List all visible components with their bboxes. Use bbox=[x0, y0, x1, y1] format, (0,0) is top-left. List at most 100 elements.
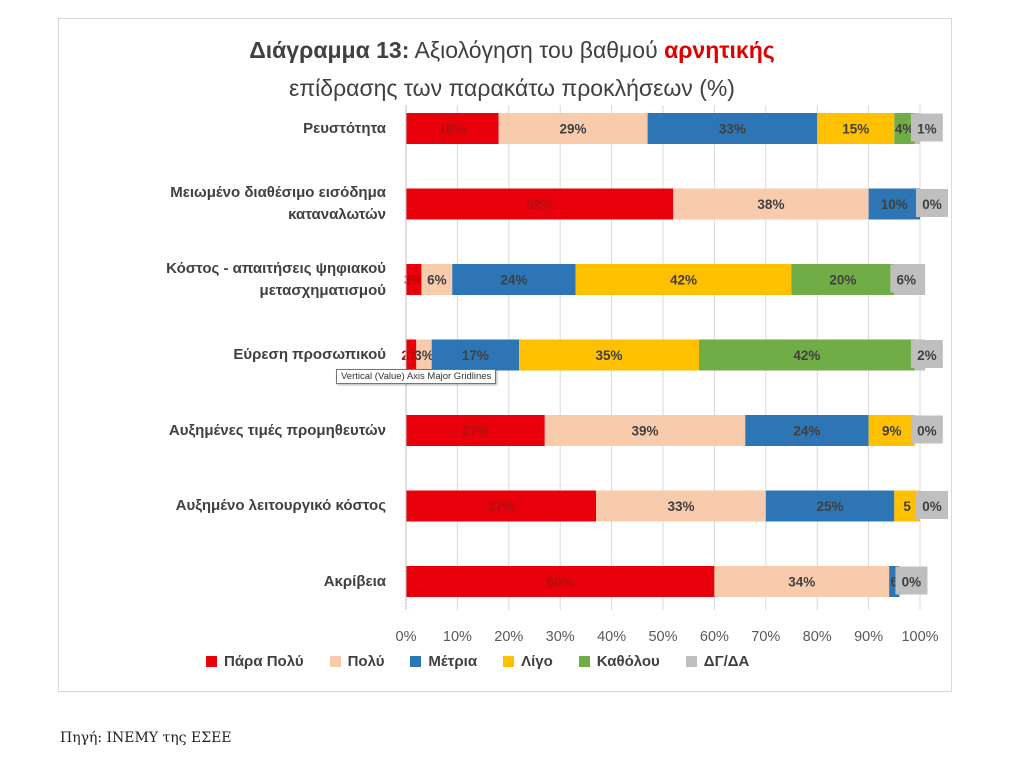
chart-title-line2: επίδρασης των παρακάτω προκλήσεων (%) bbox=[289, 75, 735, 101]
x-tick-label: 80% bbox=[803, 629, 832, 645]
label-box bbox=[916, 491, 948, 519]
data-label: 9% bbox=[882, 424, 902, 439]
data-label: 37% bbox=[488, 499, 515, 514]
data-label: 27% bbox=[462, 424, 489, 439]
x-tick-label: 30% bbox=[546, 629, 575, 645]
data-label: 17% bbox=[462, 348, 489, 363]
data-label: 0% bbox=[922, 499, 942, 514]
bar-segment bbox=[406, 113, 499, 144]
label-box bbox=[910, 415, 943, 444]
data-label: 3% bbox=[414, 348, 434, 363]
bar-segment bbox=[416, 339, 432, 371]
legend-label: Πολύ bbox=[347, 653, 385, 670]
bar-segment bbox=[406, 490, 597, 522]
data-label: 38% bbox=[757, 197, 784, 212]
bar-segment bbox=[452, 264, 576, 295]
legend-label: Λίγο bbox=[521, 653, 553, 670]
bar-segment bbox=[596, 490, 766, 522]
bar-segment bbox=[498, 113, 648, 144]
data-label: 34% bbox=[788, 575, 815, 590]
label-box bbox=[895, 566, 928, 595]
legend-item: Μέτρια bbox=[410, 653, 477, 670]
bar-segment bbox=[889, 566, 900, 597]
legend-swatch bbox=[329, 656, 341, 667]
label-box bbox=[890, 264, 923, 293]
bar-segment bbox=[406, 566, 715, 597]
bar-segment bbox=[544, 415, 746, 446]
bar-segment bbox=[698, 339, 915, 371]
legend-label: ΔΓ/ΔΑ bbox=[703, 653, 750, 670]
legend-item: Πάρα Πολύ bbox=[206, 653, 304, 670]
data-label: 2% bbox=[917, 348, 937, 363]
bar-segment bbox=[406, 415, 545, 446]
data-label: 60% bbox=[547, 575, 574, 590]
x-tick-label: 70% bbox=[751, 629, 780, 645]
category-label: Ρευστότητα bbox=[303, 119, 386, 137]
data-label: 6 bbox=[891, 575, 899, 590]
data-label: 35% bbox=[596, 348, 623, 363]
bar-segment bbox=[714, 566, 890, 597]
bar-segment bbox=[406, 339, 417, 371]
data-label: 24% bbox=[500, 273, 527, 288]
legend-swatch bbox=[578, 656, 590, 667]
bar-segment bbox=[406, 188, 674, 220]
data-label: 42% bbox=[670, 273, 697, 288]
legend-swatch bbox=[206, 656, 217, 667]
chart-legend: Πάρα Πολύ Πολύ Μέτρια Λίγο Καθόλου ΔΓ/ΔΑ bbox=[206, 653, 749, 670]
data-label: 6% bbox=[427, 273, 447, 288]
category-label: Μειωμένο διαθέσιμο εισόδημα καταναλωτών bbox=[170, 184, 386, 223]
x-tick-label: 40% bbox=[597, 629, 626, 645]
legend-item: Πολύ bbox=[329, 653, 385, 670]
data-label: 25% bbox=[817, 499, 844, 514]
category-label: Ακρίβεια bbox=[323, 572, 386, 590]
gridlines-tooltip: Vertical (Value) Axis Major Gridlines bbox=[336, 369, 497, 384]
legend-swatch bbox=[410, 656, 422, 667]
bar-segment bbox=[894, 113, 915, 144]
data-label: 33% bbox=[719, 122, 746, 137]
legend-item: ΔΓ/ΔΑ bbox=[685, 653, 750, 670]
legend-swatch bbox=[503, 656, 515, 667]
bar-segment bbox=[575, 264, 792, 295]
data-label: 42% bbox=[793, 348, 820, 363]
bar-segment bbox=[868, 188, 920, 220]
data-label: 6% bbox=[897, 273, 917, 288]
bar-segment bbox=[673, 188, 869, 220]
category-label: Αυξημένο λειτουργικό κόστος bbox=[175, 497, 386, 514]
legend-item: Καθόλου bbox=[578, 653, 660, 670]
x-tick-label: 10% bbox=[443, 629, 472, 645]
label-box bbox=[910, 113, 943, 142]
data-label: 33% bbox=[667, 499, 694, 514]
category-label: Εύρεση προσωπικού bbox=[233, 346, 386, 363]
bar-segment bbox=[765, 490, 895, 522]
data-label: 0% bbox=[902, 575, 922, 590]
data-label: 5 bbox=[903, 499, 911, 514]
x-tick-label: 100% bbox=[901, 629, 938, 645]
category-label: Αυξημένες τιμές προμηθευτών bbox=[168, 421, 386, 439]
data-label: 15% bbox=[842, 122, 869, 137]
label-box bbox=[916, 189, 948, 217]
x-tick-label: 50% bbox=[648, 629, 677, 645]
data-label: 1% bbox=[917, 122, 937, 137]
data-label: 29% bbox=[560, 122, 587, 137]
bar-segment bbox=[647, 113, 818, 144]
bar-segment bbox=[519, 339, 699, 371]
data-label: 18% bbox=[439, 122, 466, 137]
bar-segment bbox=[431, 339, 520, 371]
category-label: Κόστος - απαιτήσεις ψηφιακού μετασχηματισ… bbox=[166, 259, 386, 299]
data-label: 24% bbox=[793, 424, 820, 439]
data-label: 39% bbox=[631, 424, 658, 439]
data-label: 3% bbox=[404, 273, 424, 288]
bar-segment bbox=[745, 415, 869, 446]
label-box bbox=[910, 340, 943, 368]
x-tick-label: 0% bbox=[396, 629, 417, 645]
data-label: 52% bbox=[526, 197, 553, 212]
x-tick-label: 60% bbox=[700, 629, 729, 645]
data-label: 0% bbox=[922, 197, 942, 212]
x-tick-label: 90% bbox=[854, 629, 883, 645]
legend-label: Μέτρια bbox=[428, 653, 478, 670]
bar-segment bbox=[406, 264, 422, 295]
bar-segment bbox=[894, 490, 920, 522]
legend-label: Πάρα Πολύ bbox=[224, 653, 304, 670]
legend-item: Λίγο bbox=[503, 653, 553, 670]
